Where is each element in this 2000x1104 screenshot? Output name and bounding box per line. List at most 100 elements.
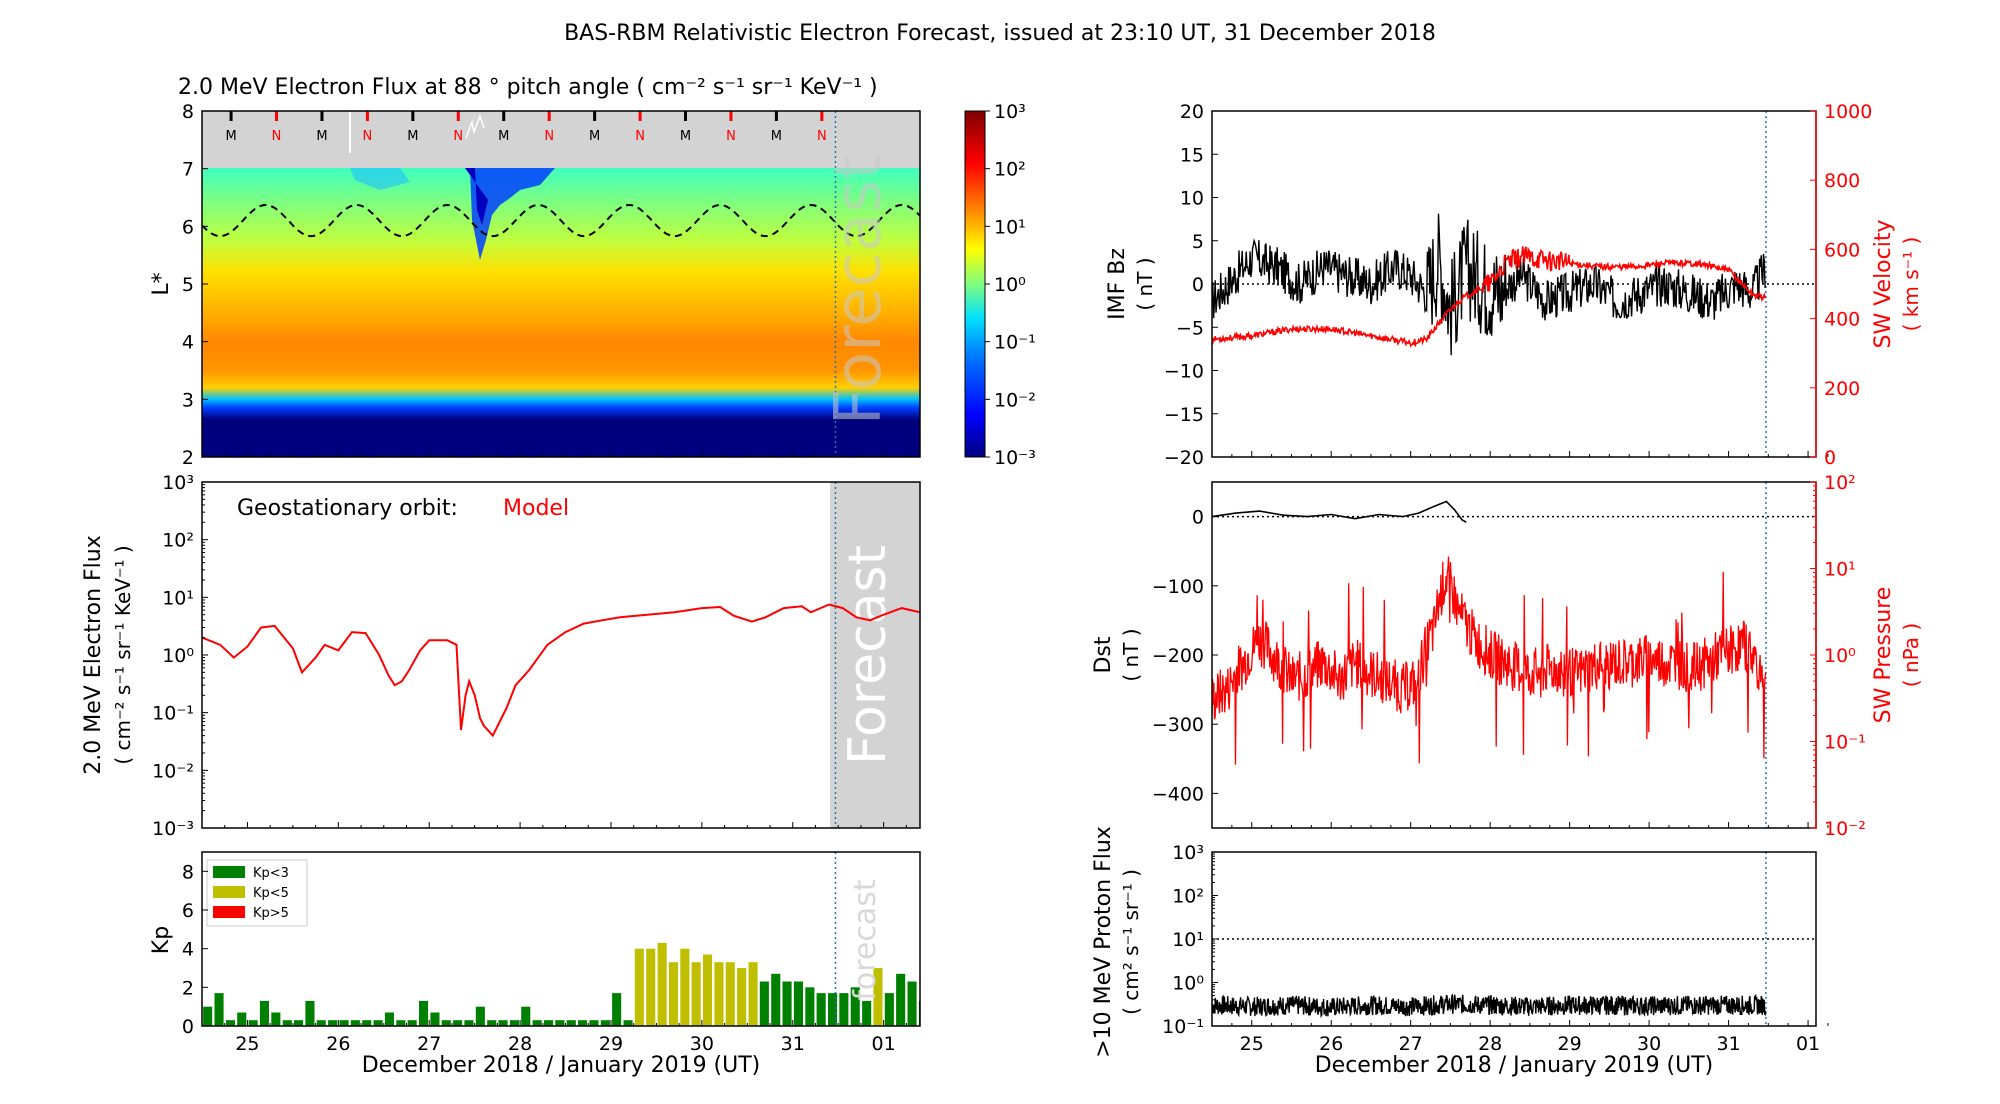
proton-y-label-2: 10¹ — [1172, 929, 1204, 951]
geo-y-label-0: 10⁻³ — [152, 818, 194, 840]
kp-panel: forecast Kp<3 Kp<5 Kp>5 0 2 4 6 8 25 26 27 28 29… — [149, 851, 1269, 1078]
kp-bar-4 — [248, 1020, 258, 1026]
kp-x-label-3: 28 — [508, 1033, 532, 1055]
proton-x-label-4: 29 — [1558, 1033, 1582, 1055]
kp-bar-12 — [339, 1020, 349, 1026]
kp-y-label-1: 2 — [182, 977, 194, 999]
lstar-dashed-line — [201, 203, 921, 238]
heatmap-field — [202, 168, 920, 457]
geo-forecast-label: Forecast — [838, 545, 898, 765]
kp-bar-93 — [1260, 1020, 1269, 1026]
kp-bar-39 — [646, 948, 656, 1026]
kp-bar-34 — [589, 1020, 599, 1026]
kp-bar-27 — [509, 1020, 519, 1026]
proton-x-label-7: 01 — [1796, 1033, 1820, 1055]
sw-pressure-y-label-1: 10⁻¹ — [1824, 732, 1866, 754]
kp-bar-41 — [668, 962, 678, 1026]
dst-y-label: Dst — [1091, 636, 1116, 673]
kp-bar-40 — [657, 942, 667, 1026]
kp-bar-88 — [1203, 987, 1212, 1026]
lstar-y-label-5: 7 — [182, 159, 194, 181]
proton-y-label-4: 10³ — [1172, 842, 1204, 864]
geo-forecast-shade — [830, 482, 920, 828]
dst-y-label-4: 0 — [1192, 507, 1204, 529]
orbit-marker-label-4: M — [407, 129, 418, 144]
kp-bar-10 — [316, 1020, 326, 1026]
orbit-marker-label-12: M — [771, 129, 782, 144]
proton-x-label-5: 30 — [1637, 1033, 1661, 1055]
kp-bar-62 — [907, 981, 917, 1026]
kp-frame — [201, 851, 921, 1027]
kp-bar-92 — [1248, 1020, 1257, 1026]
imf-x-ticks — [1211, 451, 1829, 457]
kp-bar-29 — [532, 1020, 542, 1026]
geo-frame — [201, 481, 921, 829]
sw-velocity-y-label-5: 1000 — [1824, 101, 1872, 123]
geo-y-label-6: 10³ — [162, 472, 194, 494]
orbit-marker-label-0: M — [225, 129, 236, 144]
imf-y-label-7: 15 — [1180, 144, 1204, 166]
kp-bar-59 — [873, 968, 883, 1026]
kp-bar-50 — [771, 973, 781, 1026]
geo-flux-panel: Forecast Geostationary orbit: Model 10⁻³… — [81, 472, 921, 840]
kp-bar-58 — [862, 1000, 872, 1026]
kp-bar-33 — [578, 1020, 588, 1026]
colorbar-tick-label-2: 10⁻¹ — [994, 332, 1036, 354]
imf-y-label-6: 10 — [1180, 188, 1204, 210]
kp-legend-swatch-high — [213, 906, 245, 918]
orbit-marker-label-7: N — [544, 129, 554, 144]
proton-x-label-0: 25 — [1240, 1033, 1264, 1055]
sw-pressure-y-label-4: 10² — [1824, 472, 1856, 494]
imf-sw-panel: −20 −15 −10 −5 0 5 10 15 20 0 200 400 600 800 1000 IM… — [1105, 101, 1923, 469]
lstar-y-label-1: 3 — [182, 389, 194, 411]
proton-y-label-0: 10⁻¹ — [1162, 1016, 1204, 1038]
kp-bar-47 — [737, 968, 747, 1026]
kp-bar-76 — [1067, 1007, 1076, 1026]
right-x-axis-label: December 2018 / January 2019 (UT) — [1315, 1053, 1714, 1078]
proton-y-label-units: ( cm² s⁻¹ sr⁻¹ ) — [1119, 869, 1143, 1015]
figure-title: BAS-RBM Relativistic Electron Forecast, … — [564, 21, 1436, 46]
imf-y-ticks: −20 −15 −10 −5 0 5 10 15 20 — [1164, 101, 1218, 469]
kp-bar-66 — [953, 982, 962, 1027]
kp-bar-83 — [1146, 1007, 1155, 1026]
kp-x-label-4: 29 — [599, 1033, 623, 1055]
kp-x-label-1: 26 — [326, 1033, 350, 1055]
kp-bar-61 — [896, 973, 906, 1026]
lstar-y-label-0: 2 — [182, 447, 194, 469]
colorbar-tick-label-0: 10⁻³ — [994, 447, 1036, 469]
geo-x-ticks — [201, 822, 907, 828]
geo-y-label-2: 10⁻¹ — [152, 703, 194, 725]
kp-bar-13 — [350, 1020, 360, 1026]
heatmap-dropout-region — [460, 168, 555, 260]
kp-legend-label-low: Kp<3 — [253, 866, 289, 881]
kp-legend: Kp<3 Kp<5 Kp>5 — [206, 859, 308, 927]
lstar-y-label-6: 8 — [182, 101, 194, 123]
sw-pressure-y-label-2: 10⁰ — [1824, 645, 1856, 667]
orbit-marker-label-1: N — [272, 129, 282, 144]
kp-legend-swatch-mid — [213, 886, 245, 898]
kp-bar-15 — [373, 1020, 383, 1026]
imf-y-label-5: 5 — [1192, 231, 1204, 253]
kp-bar-7 — [282, 1020, 292, 1026]
colorbar-tick-label-1: 10⁻² — [994, 389, 1036, 411]
geo-annotation-model: Model — [503, 496, 569, 521]
orbit-marker-label-2: M — [316, 129, 327, 144]
dst-y-label-0: −400 — [1152, 783, 1204, 805]
kp-bar-56 — [839, 993, 849, 1026]
orbit-marker-label-8: M — [589, 129, 600, 144]
proton-y-label: >10 MeV Proton Flux — [1091, 826, 1116, 1058]
kp-bar-20 — [430, 1012, 440, 1026]
colorbar-tick-label-4: 10¹ — [994, 216, 1026, 238]
heatmap-forecast-label: Forecast — [822, 155, 896, 426]
sw-velocity-y-label-2: 400 — [1824, 309, 1860, 331]
kp-bar-54 — [816, 993, 826, 1026]
sw-velocity-y-label-4: 800 — [1824, 170, 1860, 192]
kp-legend-label-mid: Kp<5 — [253, 886, 289, 901]
kp-bar-48 — [748, 962, 758, 1026]
kp-bar-44 — [703, 954, 713, 1026]
orbit-marker-label-11: N — [726, 129, 736, 144]
dst-y-label-units: ( nT ) — [1119, 628, 1143, 681]
kp-bar-18 — [407, 1020, 417, 1026]
imf-y-label-units: ( nT ) — [1133, 257, 1157, 310]
kp-bar-21 — [441, 1020, 451, 1026]
